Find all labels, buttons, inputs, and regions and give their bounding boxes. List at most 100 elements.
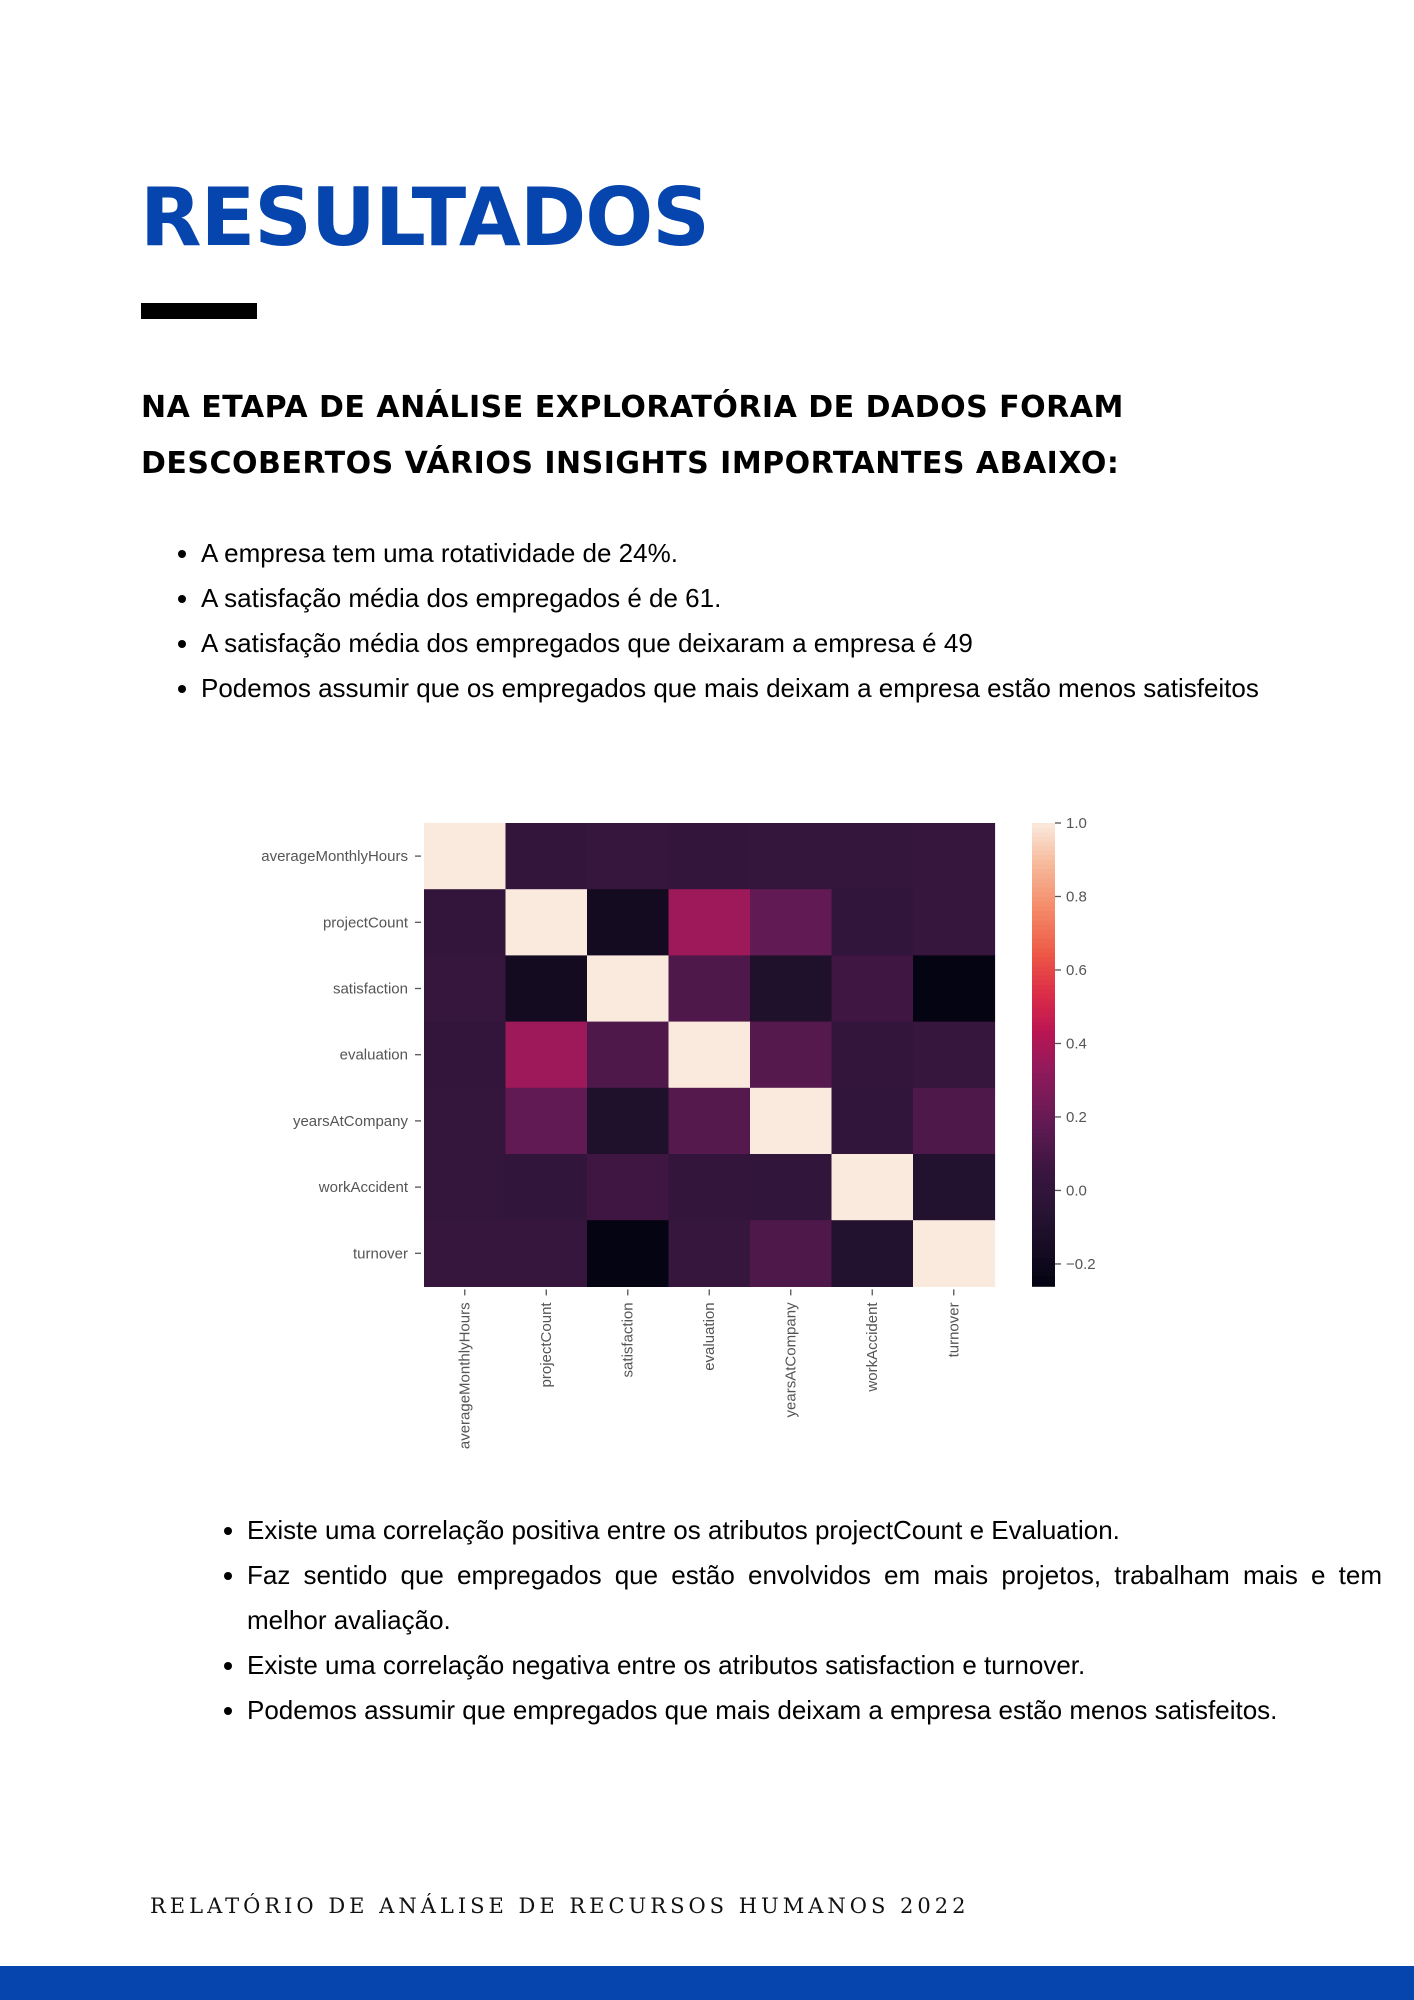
heatmap-cell	[587, 889, 670, 956]
heatmap-cell	[668, 889, 751, 956]
heatmap-cell	[831, 1220, 914, 1287]
heatmap-cell	[587, 1154, 670, 1221]
colorbar-segment	[1032, 1235, 1055, 1241]
colorbar-segment	[1032, 1184, 1055, 1190]
colorbar-segment	[1032, 1216, 1055, 1222]
heatmap-cell	[505, 889, 588, 956]
x-tick-label: turnover	[946, 1302, 963, 1357]
heatmap-cell	[913, 823, 996, 890]
colorbar-segment	[1032, 1077, 1055, 1084]
heatmap-cell	[505, 1087, 588, 1155]
insights-list: A empresa tem uma rotatividade de 24%. A…	[171, 531, 1301, 711]
colorbar-segment	[1032, 1031, 1055, 1037]
colorbar-segment	[1032, 1100, 1055, 1107]
colorbar-segment	[1032, 1137, 1055, 1144]
heatmap-cell	[750, 1087, 833, 1155]
colorbar-segment	[1032, 846, 1055, 852]
conclusions-list: Existe uma correlação positiva entre os …	[217, 1508, 1382, 1733]
heatmap-cell	[668, 1087, 751, 1155]
heatmap-cell	[587, 955, 670, 1023]
colorbar-segment	[1032, 1202, 1055, 1209]
heatmap-cell	[913, 889, 996, 956]
x-tick-label: satisfaction	[620, 1302, 637, 1377]
colorbar-segment	[1032, 873, 1055, 880]
colorbar-segment	[1032, 832, 1055, 838]
conclusion-item: Existe uma correlação positiva entre os …	[247, 1508, 1382, 1553]
heatmap-cell	[831, 1087, 914, 1155]
colorbar-segment	[1032, 1147, 1055, 1153]
colorbar-segment	[1032, 1188, 1055, 1195]
colorbar-segment	[1032, 1059, 1055, 1065]
conclusion-item: Existe uma correlação negativa entre os …	[247, 1643, 1382, 1688]
colorbar-segment	[1032, 938, 1055, 945]
colorbar-segment	[1032, 957, 1055, 963]
colorbar-segment	[1032, 1272, 1055, 1278]
heatmap-cell	[424, 1087, 507, 1155]
report-footer: RELATÓRIO DE ANÁLISE DE RECURSOS HUMANOS…	[150, 1894, 970, 1918]
y-tick-label: averageMonthlyHours	[261, 848, 408, 865]
y-tick-label: satisfaction	[333, 981, 408, 998]
colorbar-segment	[1032, 1054, 1055, 1060]
heatmap-cell	[668, 955, 751, 1023]
heatmap-cell	[750, 955, 833, 1023]
colorbar-segment	[1032, 1086, 1055, 1093]
colorbar-segment	[1032, 1133, 1055, 1139]
heatmap-cell	[505, 1021, 588, 1089]
colorbar-segment	[1032, 966, 1055, 972]
colorbar-tick-label: 0.8	[1066, 888, 1087, 905]
colorbar-tick-label: 0.0	[1066, 1182, 1087, 1199]
colorbar-segment	[1032, 1008, 1055, 1014]
insight-item: Podemos assumir que os empregados que ma…	[201, 666, 1301, 711]
heatmap-cell	[913, 1087, 996, 1155]
colorbar-segment	[1032, 1248, 1055, 1255]
colorbar-segment	[1032, 1165, 1055, 1172]
heatmap-cell	[831, 955, 914, 1023]
colorbar-segment	[1032, 1035, 1055, 1042]
colorbar-segment	[1032, 915, 1055, 922]
colorbar-segment	[1032, 850, 1055, 857]
colorbar-segment	[1032, 1156, 1055, 1162]
colorbar-segment	[1032, 910, 1055, 917]
colorbar-segment	[1032, 980, 1055, 986]
insight-item: A empresa tem uma rotatividade de 24%.	[201, 531, 1301, 576]
y-tick-label: workAccident	[318, 1179, 409, 1196]
colorbar-segment	[1032, 1160, 1055, 1167]
colorbar-segment	[1032, 906, 1055, 912]
colorbar-segment	[1032, 1049, 1055, 1056]
colorbar-segment	[1032, 836, 1055, 843]
heatmap-cell	[668, 823, 751, 890]
heatmap-cell	[831, 1154, 914, 1221]
colorbar-segment	[1032, 1198, 1055, 1204]
colorbar-segment	[1032, 943, 1055, 949]
colorbar-segment	[1032, 1110, 1055, 1116]
colorbar-segment	[1032, 961, 1055, 968]
colorbar-segment	[1032, 929, 1055, 935]
colorbar-segment	[1032, 827, 1055, 834]
heatmap-cell	[587, 1220, 670, 1287]
colorbar-segment	[1032, 823, 1055, 829]
y-tick-label: evaluation	[340, 1047, 408, 1064]
colorbar-segment	[1032, 1225, 1055, 1232]
colorbar-segment	[1032, 892, 1055, 898]
heatmap-cell	[424, 1220, 507, 1287]
y-tick-label: yearsAtCompany	[293, 1113, 409, 1130]
colorbar-segment	[1032, 934, 1055, 940]
colorbar-segment	[1032, 1239, 1055, 1246]
colorbar-segment	[1032, 1073, 1055, 1079]
colorbar-segment	[1032, 1267, 1055, 1273]
colorbar-segment	[1032, 883, 1055, 889]
colorbar-segment	[1032, 920, 1055, 926]
heatmap-cell	[831, 823, 914, 890]
heatmap-cell	[424, 823, 507, 890]
section-subtitle: NA ETAPA DE ANÁLISE EXPLORATÓRIA DE DADO…	[141, 380, 1291, 492]
heatmap-cell	[424, 1021, 507, 1089]
colorbar-segment	[1032, 897, 1055, 903]
colorbar-tick-label: 0.4	[1066, 1035, 1087, 1052]
colorbar-tick-label: 0.2	[1066, 1109, 1087, 1126]
colorbar-segment	[1032, 975, 1055, 982]
conclusion-item: Faz sentido que empregados que estão env…	[247, 1553, 1382, 1643]
colorbar-segment	[1032, 1207, 1055, 1213]
colorbar-segment	[1032, 855, 1055, 861]
colorbar-segment	[1032, 1003, 1055, 1009]
correlation-heatmap: averageMonthlyHours projectCount satisfact…	[261, 815, 1095, 1449]
